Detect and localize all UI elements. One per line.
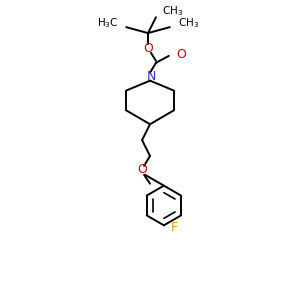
Text: CH$_3$: CH$_3$ bbox=[178, 16, 199, 30]
Text: CH$_3$: CH$_3$ bbox=[162, 4, 183, 18]
Text: O: O bbox=[137, 163, 147, 176]
Text: O: O bbox=[176, 48, 186, 62]
Text: H$_3$C: H$_3$C bbox=[97, 16, 118, 30]
Text: O: O bbox=[143, 42, 153, 56]
Text: N: N bbox=[146, 70, 156, 83]
Text: F: F bbox=[171, 221, 178, 234]
